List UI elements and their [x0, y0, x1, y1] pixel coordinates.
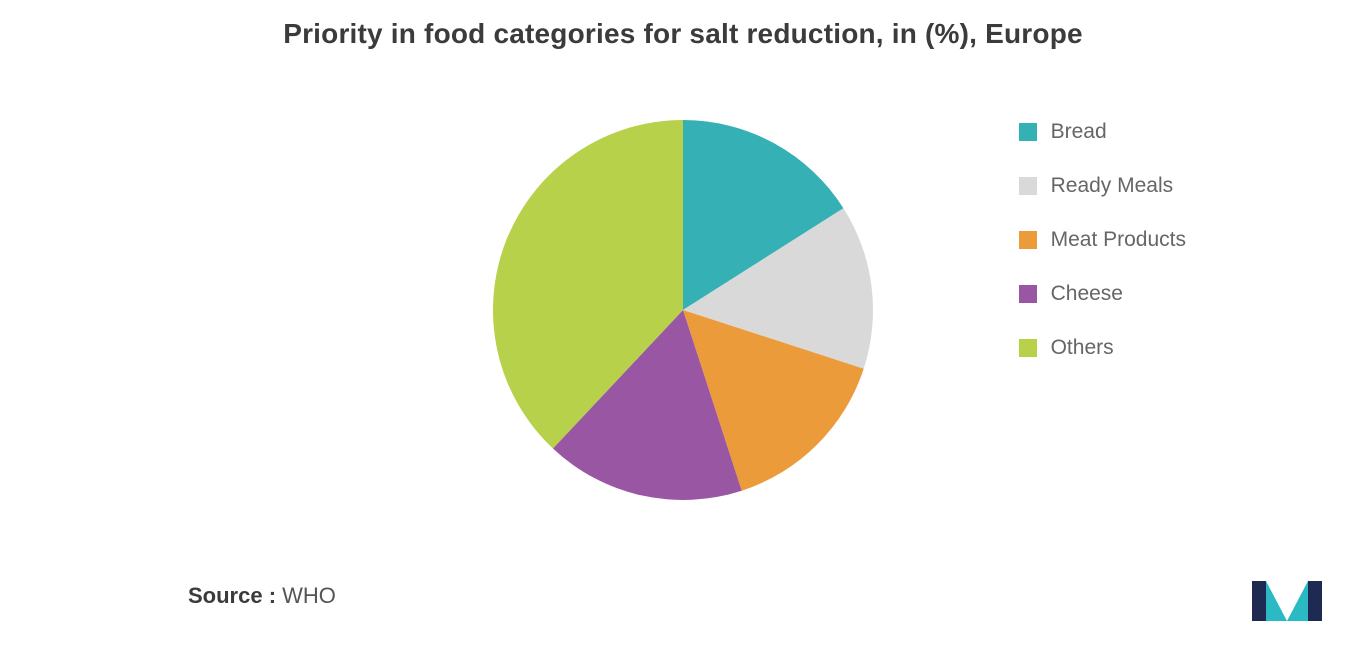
legend-item: Meat Products: [1019, 228, 1186, 252]
legend-label: Bread: [1051, 120, 1107, 144]
legend-item: Ready Meals: [1019, 174, 1186, 198]
pie-chart: [333, 110, 1033, 510]
legend-swatch: [1019, 231, 1037, 249]
source-value: WHO: [282, 583, 336, 608]
legend: Bread Ready Meals Meat Products Cheese Other…: [1019, 120, 1186, 360]
chart-title: Priority in food categories for salt red…: [0, 0, 1366, 50]
legend-swatch: [1019, 285, 1037, 303]
legend-label: Ready Meals: [1051, 174, 1174, 198]
legend-swatch: [1019, 177, 1037, 195]
legend-item: Bread: [1019, 120, 1186, 144]
legend-swatch: [1019, 123, 1037, 141]
legend-item: Cheese: [1019, 282, 1186, 306]
legend-swatch: [1019, 339, 1037, 357]
source-label: Source :: [188, 583, 276, 608]
legend-label: Others: [1051, 336, 1114, 360]
legend-label: Meat Products: [1051, 228, 1186, 252]
source-attribution: Source : WHO: [188, 583, 336, 609]
brand-logo: [1250, 577, 1328, 625]
legend-item: Others: [1019, 336, 1186, 360]
legend-label: Cheese: [1051, 282, 1123, 306]
